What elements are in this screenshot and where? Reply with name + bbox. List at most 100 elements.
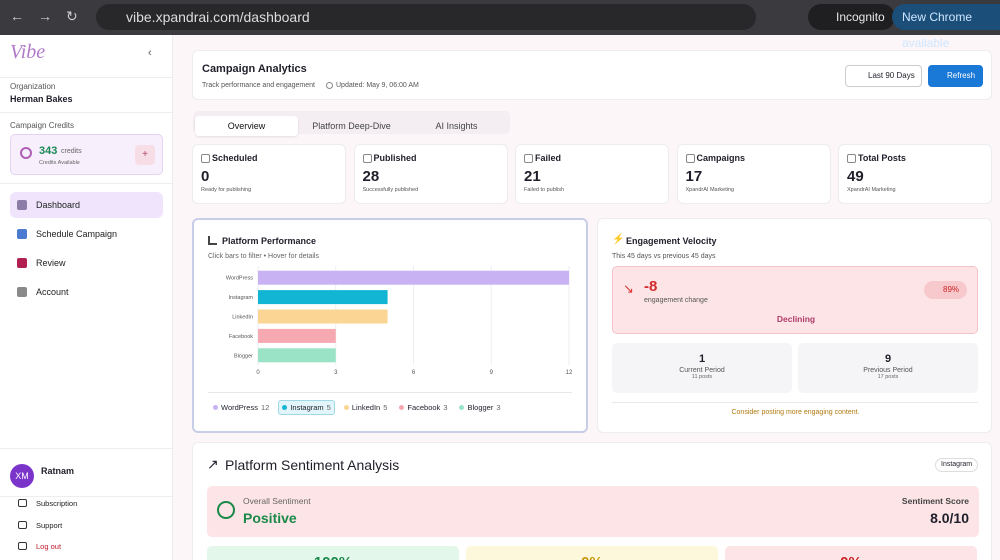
credits-card: 343 credits Credits Available +	[10, 134, 163, 175]
bolt-icon: ⚡	[612, 234, 625, 245]
breakdown-card: 100%	[207, 546, 459, 560]
add-credits[interactable]: +	[135, 145, 155, 165]
footer-link[interactable]: Log out	[18, 542, 61, 551]
divider	[0, 77, 172, 78]
legend-dot	[213, 404, 218, 410]
stat-label: Failed	[524, 153, 561, 163]
link-label: Log out	[36, 542, 62, 551]
tab[interactable]: Overview	[195, 116, 298, 136]
logo[interactable]: Vibe	[10, 41, 46, 63]
legend-item[interactable]: WordPress 12	[210, 401, 272, 414]
link-icon	[18, 520, 27, 529]
header-card: Campaign Analytics Track performance and…	[192, 50, 992, 100]
nav-icon	[17, 229, 27, 239]
legend-dot	[343, 404, 349, 410]
bar[interactable]	[258, 270, 569, 285]
divider	[0, 183, 172, 184]
y-tick-label: WordPress	[226, 276, 253, 282]
credits-sub: Credits Available	[39, 160, 80, 166]
x-tick-label: 9	[490, 370, 494, 376]
stat-value: 0	[201, 168, 210, 185]
x-tick-label: 6	[412, 370, 416, 376]
stat-sub: XpandrAI Marketing	[685, 187, 735, 193]
tab[interactable]: Platform Deep-Dive	[312, 121, 391, 131]
page-subtitle: Track performance and engagement	[202, 82, 315, 89]
link-icon	[18, 542, 27, 550]
browser-bar: ←→↻ vibe.xpandrai.com/dashboard Incognit…	[0, 0, 1000, 50]
legend-item[interactable]: Instagram 5	[278, 399, 335, 415]
legend-name: Blogger	[467, 402, 494, 412]
x-tick-label: 3	[334, 370, 338, 376]
legend-item[interactable]: LinkedIn 5	[341, 401, 391, 414]
update-button[interactable]: New Chrome available	[892, 4, 1000, 50]
avatar[interactable]: XM	[10, 464, 34, 488]
change-value: -8	[644, 278, 658, 295]
previous-sub: 17 posts	[877, 374, 899, 380]
overall-panel: Overall Sentiment Positive Sentiment Sco…	[207, 486, 979, 537]
stat-value: 49	[847, 168, 864, 185]
link-label: Subscription	[36, 499, 78, 508]
address-bar[interactable]: vibe.xpandrai.com/dashboard	[96, 4, 756, 30]
y-tick-label: Facebook	[229, 334, 253, 340]
legend-dot	[399, 404, 405, 410]
chart-title: Platform Performance	[222, 236, 317, 246]
chart-icon	[208, 236, 217, 245]
stat-label: Campaigns	[685, 153, 745, 163]
x-tick-label: 12	[566, 370, 573, 376]
footer-link[interactable]: Support	[18, 520, 63, 530]
stat-label: Scheduled	[201, 153, 258, 163]
bar[interactable]	[258, 348, 336, 363]
footer-link[interactable]: Subscription	[18, 499, 77, 508]
legend-name: WordPress	[221, 402, 258, 412]
nav-label: Schedule Campaign	[36, 229, 118, 239]
velocity-card: ⚡ Engagement Velocity This 45 days vs pr…	[597, 218, 992, 433]
user-name: Ratnam	[41, 466, 75, 476]
tab[interactable]: AI Insights	[435, 121, 478, 131]
nav-item[interactable]: Review	[10, 250, 163, 276]
org-name: Herman Bakes	[10, 94, 73, 104]
bar[interactable]	[258, 290, 388, 305]
change-label: engagement change	[644, 297, 708, 304]
updated: Updated: May 9, 06:00 AM	[326, 82, 419, 89]
current-value: 1	[698, 353, 706, 365]
stat-value: 28	[362, 168, 380, 185]
divider	[0, 448, 172, 449]
previous-period: 9 Previous Period 17 posts	[798, 343, 978, 393]
current-label: Current Period	[679, 367, 725, 374]
y-tick-label: Instagram	[229, 295, 254, 301]
y-tick-label: Blogger	[234, 353, 253, 359]
platform-badge: Instagram	[935, 458, 979, 472]
stat-value: 17	[685, 168, 703, 185]
stat-label: Published	[362, 153, 417, 163]
refresh-button[interactable]: Refresh	[928, 65, 983, 87]
date-range[interactable]: Last 90 Days	[845, 65, 922, 87]
legend-item[interactable]: Facebook 3	[396, 401, 450, 414]
stat-card: Failed 21 Failed to publish	[515, 144, 669, 204]
legend-item[interactable]: Blogger 3	[456, 401, 503, 414]
nav-item[interactable]: Account	[10, 279, 163, 305]
tip: Consider posting more engaging content.	[731, 409, 860, 416]
legend-name: LinkedIn	[351, 402, 381, 412]
velocity-title: Engagement Velocity	[626, 236, 717, 246]
divider	[612, 402, 978, 403]
bar[interactable]	[258, 328, 336, 343]
current-sub: 11 posts	[691, 374, 713, 380]
nav-buttons[interactable]: ←→↻	[10, 8, 92, 24]
bar[interactable]	[258, 309, 388, 324]
stat-value: 21	[524, 168, 541, 185]
link-label: Support	[36, 520, 63, 530]
legend: WordPress 12 Instagram 5 LinkedIn 5 Facebook 3 B…	[210, 399, 504, 415]
velocity-period: This 45 days vs previous 45 days	[612, 253, 716, 260]
nav-item[interactable]: Schedule Campaign	[10, 221, 163, 247]
collapse[interactable]: ‹	[148, 47, 152, 59]
current-period: 1 Current Period 11 posts	[612, 343, 792, 393]
stat-sub: XpandrAI Marketing	[847, 187, 896, 193]
nav-label: Dashboard	[36, 200, 81, 210]
stat-label: Total Posts	[847, 153, 906, 163]
incognito[interactable]: Incognito	[808, 4, 895, 30]
previous-value: 9	[884, 353, 892, 365]
nav-item[interactable]: Dashboard	[10, 192, 163, 218]
credits-icon	[20, 147, 32, 159]
